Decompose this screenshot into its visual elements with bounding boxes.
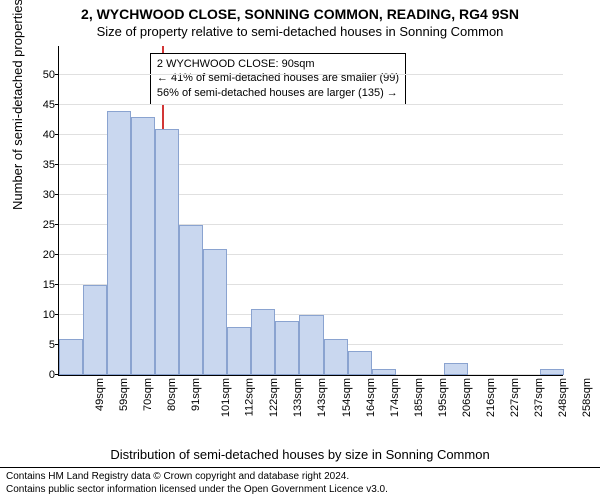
histogram-bar xyxy=(203,249,227,375)
y-tick-label: 15 xyxy=(25,279,55,291)
histogram-bar xyxy=(540,369,564,375)
y-tick-label: 5 xyxy=(25,339,55,351)
y-tick-mark xyxy=(55,314,59,315)
page-subtitle: Size of property relative to semi-detach… xyxy=(0,24,600,39)
x-tick-label: 70sqm xyxy=(142,378,154,411)
x-tick-label: 248sqm xyxy=(557,378,569,417)
y-tick-label: 30 xyxy=(25,189,55,201)
footer: Contains HM Land Registry data © Crown c… xyxy=(0,467,600,500)
y-tick-label: 40 xyxy=(25,129,55,141)
chart-area: 2 WYCHWOOD CLOSE: 90sqm ← 41% of semi-de… xyxy=(58,46,563,376)
histogram-bar xyxy=(444,363,468,375)
histogram-bar xyxy=(107,111,131,375)
histogram-bar xyxy=(251,309,275,375)
histogram-bar xyxy=(275,321,299,375)
histogram-bar xyxy=(83,285,107,375)
x-tick-label: 101sqm xyxy=(220,378,232,417)
histogram-bar xyxy=(59,339,83,375)
y-tick-mark xyxy=(55,284,59,285)
page-title: 2, WYCHWOOD CLOSE, SONNING COMMON, READI… xyxy=(0,6,600,22)
infobox-line: 2 WYCHWOOD CLOSE: 90sqm xyxy=(157,57,399,72)
y-tick-mark xyxy=(55,104,59,105)
y-tick-label: 50 xyxy=(25,69,55,81)
x-tick-label: 258sqm xyxy=(581,378,593,417)
gridline xyxy=(59,104,563,105)
histogram-bar xyxy=(324,339,348,375)
infobox: 2 WYCHWOOD CLOSE: 90sqm ← 41% of semi-de… xyxy=(150,53,406,106)
x-tick-label: 122sqm xyxy=(268,378,280,417)
x-tick-label: 133sqm xyxy=(293,378,305,417)
footer-line: Contains HM Land Registry data © Crown c… xyxy=(6,471,594,484)
x-tick-label: 154sqm xyxy=(341,378,353,417)
histogram-bar xyxy=(227,327,251,375)
y-tick-mark xyxy=(55,74,59,75)
x-tick-label: 164sqm xyxy=(365,378,377,417)
histogram-bar xyxy=(155,129,179,375)
y-tick-label: 20 xyxy=(25,249,55,261)
footer-line: Contains public sector information licen… xyxy=(6,484,594,497)
x-tick-label: 206sqm xyxy=(461,378,473,417)
histogram-bar xyxy=(372,369,396,375)
x-tick-label: 216sqm xyxy=(485,378,497,417)
gridline xyxy=(59,74,563,75)
x-axis-label: Distribution of semi-detached houses by … xyxy=(0,447,600,462)
x-tick-label: 185sqm xyxy=(413,378,425,417)
y-tick-mark xyxy=(55,194,59,195)
y-tick-label: 0 xyxy=(25,369,55,381)
y-axis-label: Number of semi-detached properties xyxy=(10,0,25,210)
y-tick-label: 45 xyxy=(25,99,55,111)
x-tick-label: 59sqm xyxy=(118,378,130,411)
histogram-bar xyxy=(299,315,323,375)
y-tick-label: 25 xyxy=(25,219,55,231)
x-tick-label: 49sqm xyxy=(94,378,106,411)
infobox-line: 56% of semi-detached houses are larger (… xyxy=(157,86,399,101)
x-tick-label: 237sqm xyxy=(533,378,545,417)
x-tick-label: 195sqm xyxy=(437,378,449,417)
x-tick-label: 174sqm xyxy=(389,378,401,417)
x-tick-label: 80sqm xyxy=(166,378,178,411)
y-tick-mark xyxy=(55,164,59,165)
y-tick-label: 10 xyxy=(25,309,55,321)
y-tick-mark xyxy=(55,134,59,135)
histogram-bar xyxy=(348,351,372,375)
x-tick-label: 91sqm xyxy=(190,378,202,411)
y-tick-mark xyxy=(55,254,59,255)
histogram-bar xyxy=(131,117,155,375)
x-tick-label: 143sqm xyxy=(317,378,329,417)
histogram-bar xyxy=(179,225,203,375)
title-block: 2, WYCHWOOD CLOSE, SONNING COMMON, READI… xyxy=(0,0,600,39)
y-tick-mark xyxy=(55,224,59,225)
y-tick-label: 35 xyxy=(25,159,55,171)
plot-area: 2 WYCHWOOD CLOSE: 90sqm ← 41% of semi-de… xyxy=(58,46,563,376)
x-tick-label: 112sqm xyxy=(244,378,256,416)
x-tick-label: 227sqm xyxy=(509,378,521,417)
